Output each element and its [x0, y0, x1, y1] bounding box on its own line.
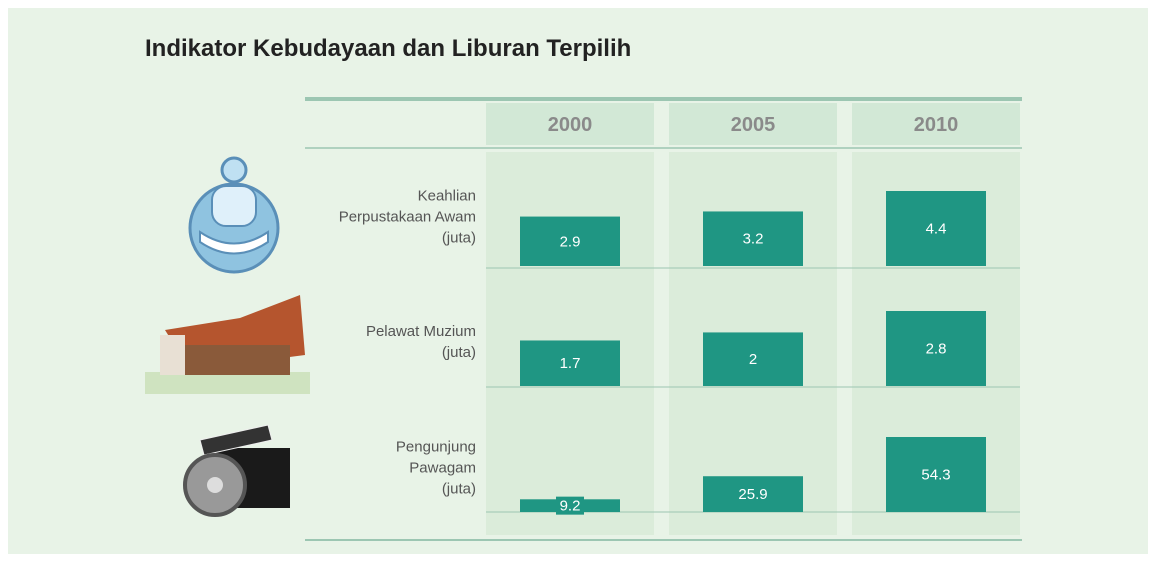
value-label: 2	[749, 351, 757, 368]
page: Indikator Kebudayaan dan Liburan Terpili…	[0, 0, 1157, 562]
value-label: 9.2	[560, 498, 581, 515]
row-label: Keahlian Perpustakaan Awam (juta)	[276, 186, 476, 249]
value-label: 3.2	[743, 231, 764, 248]
value-label: 54.3	[921, 467, 950, 484]
column-header: 2005	[731, 114, 776, 136]
column-header: 2010	[914, 114, 959, 136]
column-header: 2000	[548, 114, 593, 136]
chart-title: Indikator Kebudayaan dan Liburan Terpili…	[145, 35, 631, 62]
value-label: 1.7	[560, 355, 581, 372]
value-label: 4.4	[926, 221, 947, 238]
chart: Indikator Kebudayaan dan Liburan Terpili…	[0, 0, 1157, 562]
value-label: 2.9	[560, 233, 581, 250]
value-label: 25.9	[738, 486, 767, 503]
value-label: 2.8	[926, 341, 947, 358]
row-label: Pengunjung Pawagam (juta)	[276, 437, 476, 500]
row-label: Pelawat Muzium (juta)	[276, 321, 476, 363]
